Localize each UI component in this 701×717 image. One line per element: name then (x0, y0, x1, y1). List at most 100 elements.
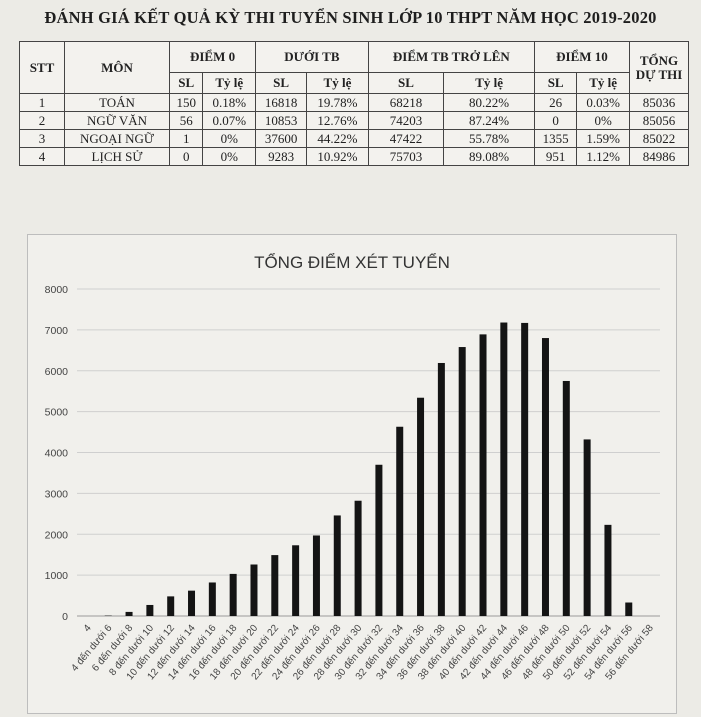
bar-chart: 0 1000 2000 3000 4000 5000 6000 7000 8000 44 đến… (45, 284, 660, 682)
subheader-sl: SL (367, 72, 445, 94)
cell-d10-sl: 26 (533, 93, 578, 112)
y-tick-label: 1000 (45, 570, 69, 582)
cell-d0-tl: 0.07% (202, 111, 257, 130)
header-diem0: ĐIỂM 0 (168, 41, 257, 73)
subheader-tyle: Tỷ lệ (306, 72, 369, 94)
x-axis-ticks: 44 đến dưới 66 đến dưới 88 đến dưới 1010… (69, 622, 657, 682)
bar (562, 380, 570, 616)
cell-d10-tl: 0% (576, 111, 630, 130)
y-axis-ticks: 0 1000 2000 3000 4000 5000 6000 7000 8000 (45, 284, 69, 623)
bar (146, 604, 154, 616)
cell-stt: 2 (19, 111, 65, 130)
bar (396, 426, 404, 616)
cell-ttb-tl: 80.22% (443, 93, 535, 112)
document-title: ĐÁNH GIÁ KẾT QUẢ KỲ THI TUYỂN SINH LỚP 1… (44, 8, 657, 27)
subheader-sl: SL (255, 72, 308, 94)
bar (375, 464, 383, 616)
cell-dtb-sl: 10853 (255, 111, 308, 130)
header-tong: TỔNG DỰ THI (629, 41, 689, 94)
cell-d10-sl: 0 (533, 111, 578, 130)
cell-d0-sl: 1 (168, 129, 204, 148)
cell-d0-sl: 0 (168, 147, 204, 166)
header-mon: MÔN (64, 41, 170, 94)
cell-ttb-sl: 74203 (367, 111, 445, 130)
cell-ttb-tl: 55.78% (443, 129, 535, 148)
table-header-row: STT MÔN ĐIỂM 0 DƯỚI TB ĐIỂM TB TRỞ LÊN Đ… (19, 41, 689, 94)
cell-d0-tl: 0.18% (202, 93, 257, 112)
y-tick-label: 3000 (45, 488, 69, 500)
cell-mon: TOÁN (64, 93, 170, 112)
table-row: 2 NGỮ VĂN 56 0.07% 10853 12.76% 74203 87… (19, 111, 689, 130)
header-duoitb: DƯỚI TB (255, 41, 369, 73)
cell-d10-tl: 1.59% (576, 129, 630, 148)
cell-mon: LỊCH SỬ (64, 147, 170, 166)
bar (583, 439, 591, 616)
chart-bars (104, 322, 633, 616)
header-stt: STT (19, 41, 65, 94)
cell-tong: 84986 (629, 147, 689, 166)
cell-tong: 85022 (629, 129, 689, 148)
cell-stt: 1 (19, 93, 65, 112)
cell-ttb-sl: 47422 (367, 129, 445, 148)
table-row: 3 NGOẠI NGỮ 1 0% 37600 44.22% 47422 55.7… (19, 129, 689, 148)
bar (479, 334, 487, 616)
chart-title: TỔNG ĐIỂM XÉT TUYỂN (254, 253, 450, 272)
bar (354, 500, 362, 616)
chart-gridlines (77, 288, 660, 617)
bar (458, 347, 466, 616)
table-row: 1 TOÁN 150 0.18% 16818 19.78% 68218 80.2… (19, 93, 689, 112)
x-tick-label: 4 (82, 623, 94, 635)
cell-mon: NGOẠI NGỮ (64, 129, 170, 148)
y-tick-label: 7000 (45, 325, 69, 337)
bar (417, 397, 425, 616)
cell-dtb-tl: 10.92% (306, 147, 369, 166)
y-tick-label: 0 (62, 611, 68, 623)
cell-dtb-sl: 9283 (255, 147, 308, 166)
subheader-tyle: Tỷ lệ (443, 72, 535, 94)
cell-dtb-tl: 19.78% (306, 93, 369, 112)
subheader-sl: SL (168, 72, 204, 94)
cell-d10-sl: 1355 (533, 129, 578, 148)
cell-ttb-sl: 75703 (367, 147, 445, 166)
cell-ttb-tl: 87.24% (443, 111, 535, 130)
bar (625, 602, 633, 616)
subheader-tyle: Tỷ lệ (202, 72, 257, 94)
cell-mon: NGỮ VĂN (64, 111, 170, 130)
bar (292, 545, 300, 616)
y-tick-label: 6000 (45, 366, 69, 378)
cell-d10-tl: 1.12% (576, 147, 630, 166)
cell-tong: 85036 (629, 93, 689, 112)
bar (125, 611, 133, 616)
header-diem10: ĐIỂM 10 (534, 41, 630, 73)
cell-dtb-tl: 44.22% (306, 129, 369, 148)
cell-d10-sl: 951 (533, 147, 578, 166)
results-table: STT MÔN ĐIỂM 0 DƯỚI TB ĐIỂM TB TRỞ LÊN Đ… (19, 41, 689, 166)
cell-d0-sl: 56 (168, 111, 204, 130)
cell-d0-sl: 150 (168, 93, 204, 112)
cell-d0-tl: 0% (202, 129, 257, 148)
table-subheader-row: SL Tỷ lệ SL Tỷ lệ SL Tỷ lệ SL Tỷ lệ (20, 72, 689, 94)
bar (229, 573, 237, 616)
y-tick-label: 5000 (45, 407, 69, 419)
cell-dtb-sl: 37600 (255, 129, 308, 148)
bar (604, 524, 612, 616)
y-tick-label: 2000 (45, 529, 69, 541)
y-tick-label: 4000 (45, 448, 69, 460)
bar (271, 555, 279, 616)
bar (521, 322, 529, 616)
header-tren-tb: ĐIỂM TB TRỞ LÊN (367, 41, 536, 73)
cell-ttb-sl: 68218 (367, 93, 445, 112)
cell-d10-tl: 0.03% (576, 93, 630, 112)
bar (167, 596, 175, 616)
chart-container: TỔNG ĐIỂM XÉT TUYỂN 0 1000 2000 3000 4000 500… (27, 234, 677, 714)
y-tick-label: 8000 (45, 284, 69, 296)
cell-dtb-sl: 16818 (255, 93, 308, 112)
bar (541, 338, 549, 616)
bar (188, 590, 196, 616)
subheader-sl: SL (533, 72, 578, 94)
cell-ttb-tl: 89.08% (443, 147, 535, 166)
bar (500, 322, 508, 616)
cell-stt: 3 (19, 129, 65, 148)
cell-dtb-tl: 12.76% (306, 111, 369, 130)
cell-tong: 85056 (629, 111, 689, 130)
